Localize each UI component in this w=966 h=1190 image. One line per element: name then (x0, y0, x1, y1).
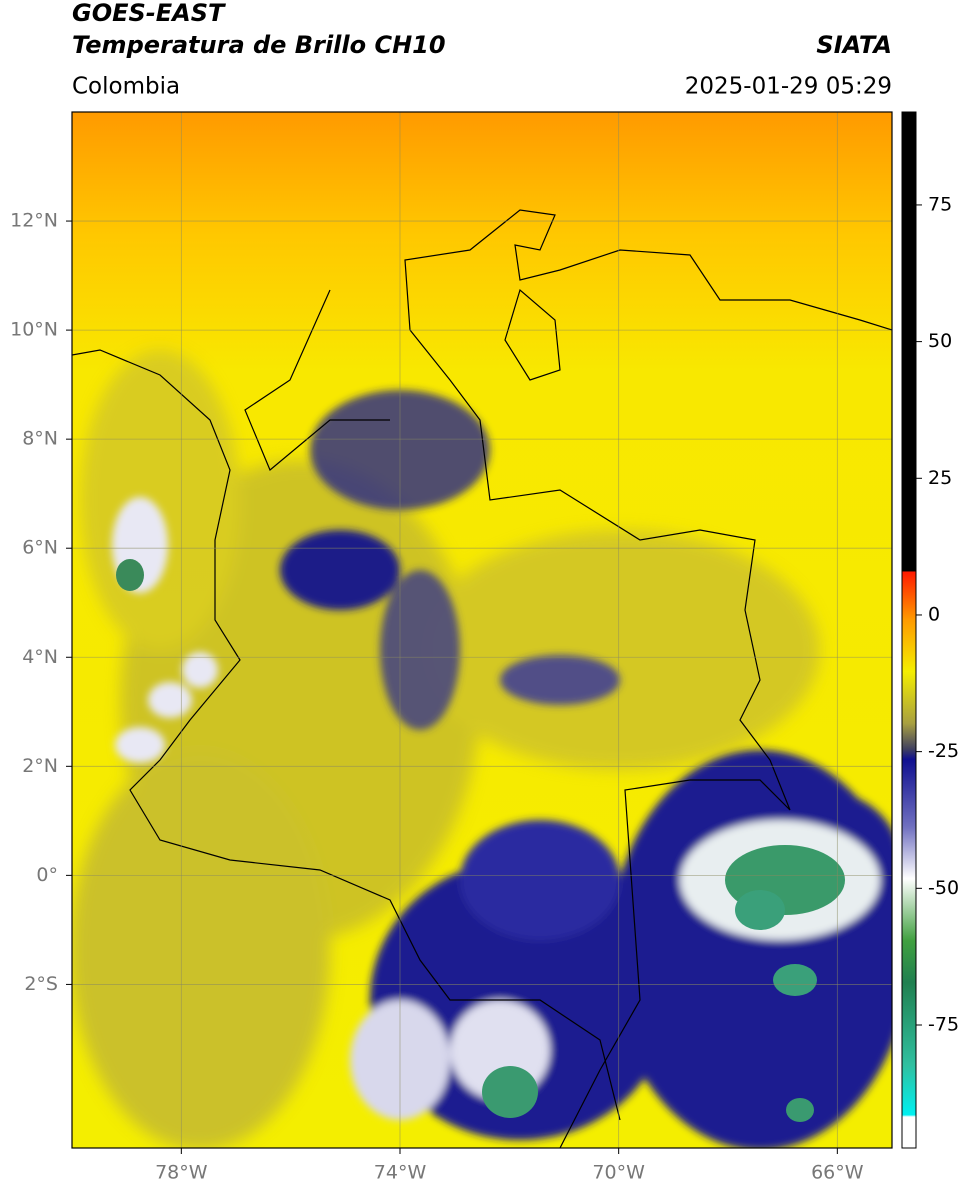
colorbar-label: -50 (928, 877, 959, 899)
y-tick-label: 8°N (22, 428, 58, 450)
y-tick-label: 4°N (22, 646, 58, 668)
satellite-image (72, 112, 892, 1148)
y-tick-label: 6°N (22, 537, 58, 559)
title: Temperatura de Brillo CH10 (72, 31, 446, 59)
colorbar-label: 25 (928, 467, 952, 489)
x-tick-label: 74°W (374, 1162, 427, 1184)
colorbar-label: 75 (928, 193, 952, 215)
y-tick-label: 0° (36, 864, 58, 886)
grid (72, 112, 892, 1148)
map-frame (71, 111, 893, 1149)
x-tick-label: 70°W (592, 1162, 645, 1184)
title: GOES-EAST (72, 0, 226, 27)
x-tick-label: 78°W (155, 1162, 208, 1184)
colorbar-label: 50 (928, 330, 952, 352)
y-tick-label: 12°N (10, 210, 58, 232)
y-tick-label: 2°S (24, 973, 58, 995)
region: Colombia (72, 74, 180, 100)
y-tick-label: 2°N (22, 755, 58, 777)
colorbar-label: -25 (928, 740, 959, 762)
x-tick-label: 66°W (811, 1162, 864, 1184)
datetime: 2025-01-29 05:29 (685, 74, 892, 100)
colorbar-label: -75 (928, 1013, 959, 1035)
y-tick-label: 10°N (10, 319, 58, 341)
colorbar (901, 111, 917, 1149)
colorbar-label: 0 (928, 603, 940, 625)
source: SIATA (816, 31, 892, 59)
